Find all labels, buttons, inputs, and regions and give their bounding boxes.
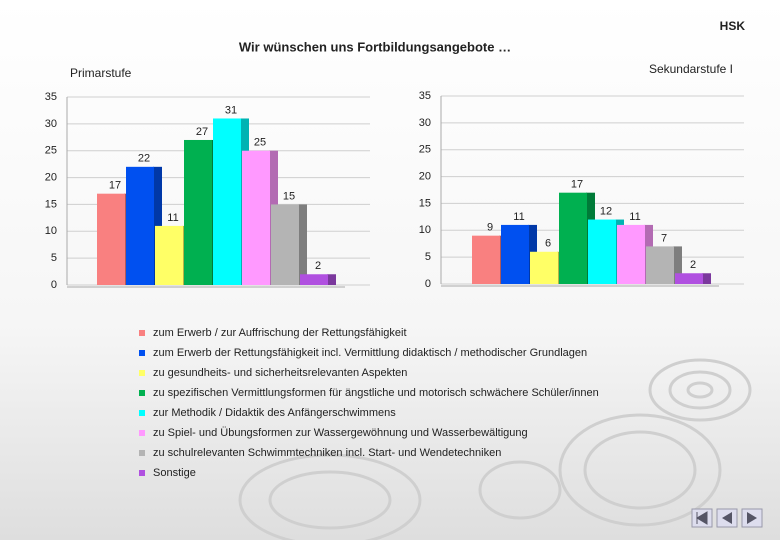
- y-tick-label: 30: [419, 117, 431, 129]
- legend-label: zu schulrelevanten Schwimmtechniken incl…: [153, 447, 501, 459]
- legend-swatch: [139, 430, 145, 436]
- legend-label: zu Spiel- und Übungsformen zur Wassergew…: [153, 427, 528, 439]
- y-tick-label: 15: [419, 197, 431, 209]
- y-tick-label: 0: [425, 278, 431, 290]
- value-label: 11: [513, 211, 524, 223]
- bar: [501, 224, 529, 284]
- legend-label: zu gesundheits- und sicherheitsrelevante…: [153, 367, 407, 379]
- y-tick-label: 25: [45, 145, 57, 157]
- y-tick-label: 25: [419, 144, 431, 156]
- legend-swatch: [139, 450, 145, 456]
- legend-swatch: [139, 470, 145, 476]
- value-label: 27: [196, 126, 208, 138]
- value-label: 17: [571, 179, 583, 191]
- value-label: 2: [315, 260, 321, 272]
- bar-side: [702, 273, 711, 284]
- value-label: 11: [629, 211, 640, 223]
- panel-title: Sekundarstufe I: [649, 62, 733, 76]
- panel-title: Primarstufe: [70, 66, 132, 80]
- y-tick-label: 20: [419, 170, 431, 182]
- bar: [126, 166, 154, 285]
- y-tick-label: 35: [419, 90, 431, 102]
- value-label: 6: [545, 238, 551, 250]
- value-label: 31: [225, 104, 237, 116]
- legend-swatch: [139, 370, 145, 376]
- legend-swatch: [139, 390, 145, 396]
- legend-label: zum Erwerb / zur Auffrischung der Rettun…: [153, 327, 407, 339]
- y-tick-label: 10: [419, 224, 431, 236]
- bar: [617, 224, 645, 284]
- value-label: 12: [600, 205, 612, 217]
- bar: [213, 118, 241, 285]
- bar-side: [673, 246, 682, 284]
- value-label: 15: [283, 190, 295, 202]
- y-tick-label: 35: [45, 91, 57, 103]
- bar: [184, 139, 212, 285]
- header: HSK: [720, 19, 746, 33]
- legend-label: Sonstige: [153, 467, 196, 479]
- legend-swatch: [139, 330, 145, 336]
- legend-label: zur Methodik / Didaktik des Anfängerschw…: [153, 407, 396, 419]
- bar: [588, 219, 616, 284]
- legend-label: zum Erwerb der Rettungsfähigkeit incl. V…: [153, 347, 587, 359]
- nav-icon: [696, 511, 708, 525]
- value-label: 9: [487, 222, 493, 234]
- legend-swatch: [139, 410, 145, 416]
- legend-swatch: [139, 350, 145, 356]
- bar-side: [153, 166, 162, 285]
- y-tick-label: 30: [45, 118, 57, 130]
- nav-icon: [722, 512, 732, 524]
- y-tick-label: 20: [45, 171, 57, 183]
- value-label: 17: [109, 180, 121, 192]
- bar-side: [327, 274, 336, 285]
- value-label: 11: [167, 212, 178, 224]
- bar-side: [298, 204, 307, 285]
- legend-label: zu spezifischen Vermittlungsformen für ä…: [153, 387, 599, 399]
- y-tick-label: 15: [45, 198, 57, 210]
- y-tick-label: 0: [51, 279, 57, 291]
- nav-buttons: [691, 508, 763, 528]
- value-label: 22: [138, 153, 150, 165]
- slide-title: Wir wünschen uns Fortbildungsangebote …: [239, 39, 511, 54]
- y-tick-label: 5: [51, 252, 57, 264]
- bar: [472, 235, 500, 284]
- bar: [646, 246, 674, 284]
- value-label: 7: [661, 232, 667, 244]
- bar: [300, 274, 328, 285]
- bar: [271, 204, 299, 285]
- nav-icon: [747, 512, 757, 524]
- decoration: [238, 358, 752, 540]
- y-tick-label: 10: [45, 225, 57, 237]
- bar: [530, 251, 558, 284]
- bar: [675, 273, 703, 284]
- bar: [155, 225, 183, 285]
- bar: [559, 192, 587, 284]
- value-label: 25: [254, 137, 266, 149]
- bar: [242, 150, 270, 285]
- bar: [97, 193, 125, 285]
- value-label: 2: [690, 259, 696, 271]
- y-tick-label: 5: [425, 251, 431, 263]
